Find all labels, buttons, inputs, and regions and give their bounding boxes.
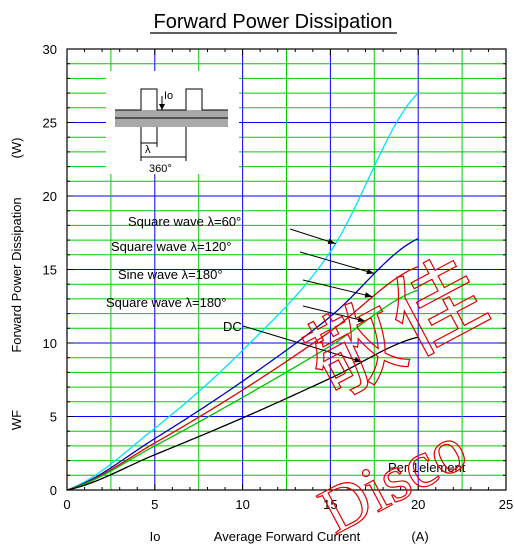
- series-line-dc: [66, 336, 419, 491]
- series-label-square-wave-60: Square wave λ=60°: [128, 214, 241, 229]
- y-axis-symbol: WF: [9, 410, 24, 430]
- x-axis-label: Average Forward Current: [214, 529, 361, 544]
- x-axis-unit: (A): [411, 529, 428, 544]
- x-tick-label: 25: [499, 497, 513, 512]
- series-arrowhead-dc: [354, 357, 363, 363]
- series-arrow-square-wave-60: [289, 228, 336, 245]
- y-tick-label: 5: [50, 410, 57, 425]
- y-tick-label: 0: [50, 483, 57, 498]
- series-lines: [66, 92, 419, 491]
- series-label-sine-wave-180: Sine wave λ=180°: [118, 267, 223, 282]
- watermark: 敬佳 Disco: [291, 241, 503, 548]
- chart-title: Forward Power Dissipation: [154, 11, 393, 33]
- x-tick-label: 20: [411, 497, 425, 512]
- x-tick-label: 15: [323, 497, 337, 512]
- series-arrow-sine-wave-180: [302, 279, 373, 298]
- series-arrowhead-square-wave-180: [357, 316, 366, 323]
- inset-io-label: Io: [164, 90, 173, 102]
- series-arrow-square-wave-180: [302, 305, 366, 322]
- series-arrow-square-wave-120: [299, 251, 375, 275]
- x-tick-label: 10: [235, 497, 249, 512]
- series-annotations: Square wave λ=60° Square wave λ=120° Sine …: [106, 214, 375, 363]
- series-line-sine-wave-180: [66, 265, 419, 491]
- y-tick-label: 15: [43, 263, 57, 278]
- x-tick-label: 5: [151, 497, 158, 512]
- series-label-dc: DC: [223, 319, 242, 334]
- watermark-line2: Disco: [308, 411, 478, 548]
- y-axis-unit: (W): [9, 138, 24, 159]
- series-line-square-wave-180: [66, 289, 419, 491]
- series-line-square-wave-60: [66, 92, 419, 491]
- x-tick-label: 0: [63, 497, 70, 512]
- series-label-square-wave-120: Square wave λ=120°: [111, 239, 231, 254]
- series-line-square-wave-120: [66, 238, 419, 491]
- inset-io-arrowhead: [159, 104, 165, 110]
- waveform-inset: Io λ 360°: [106, 71, 239, 175]
- y-axis-label: Forward Power Dissipation: [9, 197, 24, 352]
- per-element-note: Per 1element: [388, 460, 466, 475]
- y-tick-label: 25: [43, 116, 57, 131]
- series-arrow-dc: [242, 325, 363, 363]
- grid: [67, 49, 506, 490]
- y-tick-label: 10: [43, 336, 57, 351]
- axis-ticks: 0 5 10 15 20 25 0 5 10 15 20 25 30: [43, 42, 514, 512]
- series-label-square-wave-180: Square wave λ=180°: [106, 295, 226, 310]
- series-arrowhead-square-wave-120: [366, 268, 375, 275]
- x-axis-symbol: Io: [150, 529, 161, 544]
- series-arrowhead-sine-wave-180: [364, 292, 373, 298]
- watermark-line1: 敬佳: [292, 241, 502, 417]
- y-tick-label: 20: [43, 189, 57, 204]
- inset-period-label: 360°: [149, 163, 172, 175]
- series-arrowhead-square-wave-60: [327, 238, 336, 244]
- inset-lambda-label: λ: [145, 144, 151, 156]
- inset-pulse-waveform: [115, 88, 228, 111]
- y-tick-label: 30: [43, 42, 57, 57]
